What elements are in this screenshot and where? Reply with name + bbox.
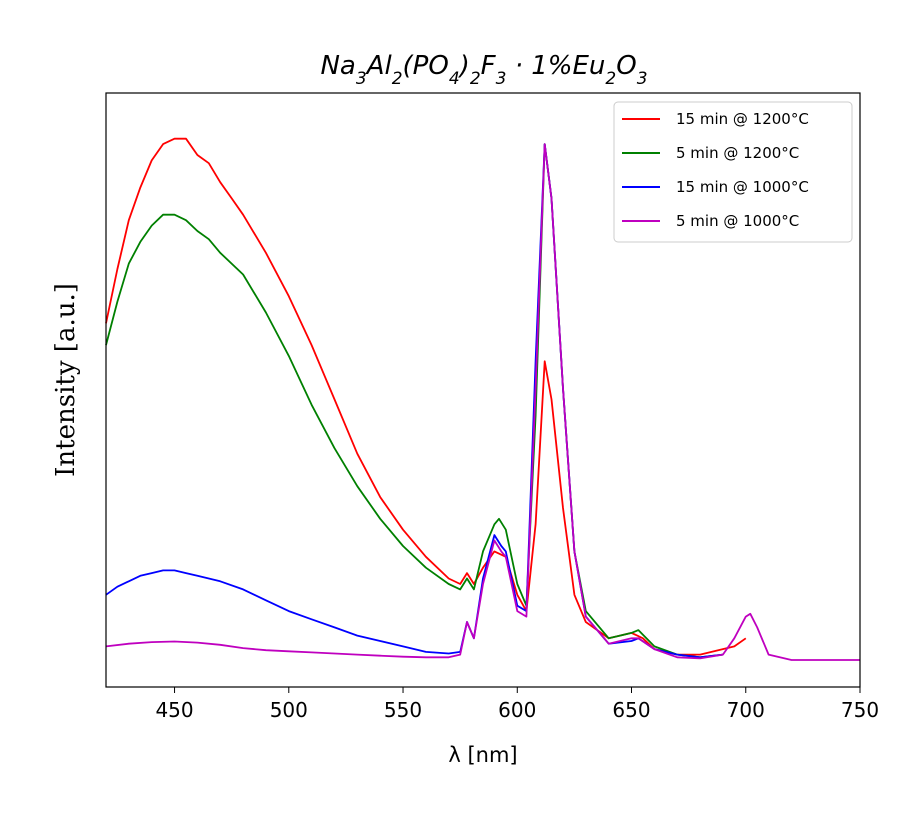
x-axis-label: λ [nm] [448,743,517,767]
legend-box [613,101,853,243]
series-line-1 [105,143,724,659]
series-layer [105,137,860,661]
x-tick-label-0: 450 [155,698,193,722]
x-axis-ticks: 450 500 550 600 650 700 750 [155,687,879,722]
series-line-3 [105,143,860,661]
x-tick-label-2: 550 [384,698,422,722]
legend: 15 min @ 1200°C 5 min @ 1200°C 15 min @ 10… [613,101,853,243]
x-tick-label-5: 700 [727,698,765,722]
legend-label-3: 5 min @ 1000°C [676,212,799,230]
plot-frame [105,92,861,688]
legend-label-2: 15 min @ 1000°C [676,178,809,196]
x-tick-label-1: 500 [270,698,308,722]
chart-title: Na3Al2(PO4)2F3 · 1%Eu2O3 [320,51,647,89]
x-tick-label-3: 600 [498,698,536,722]
legend-label-1: 5 min @ 1200°C [676,144,799,162]
x-tick-label-4: 650 [612,698,650,722]
legend-label-0: 15 min @ 1200°C [676,110,809,128]
x-tick-label-6: 750 [841,698,879,722]
y-axis-label: Intensity [a.u.] [51,283,81,477]
